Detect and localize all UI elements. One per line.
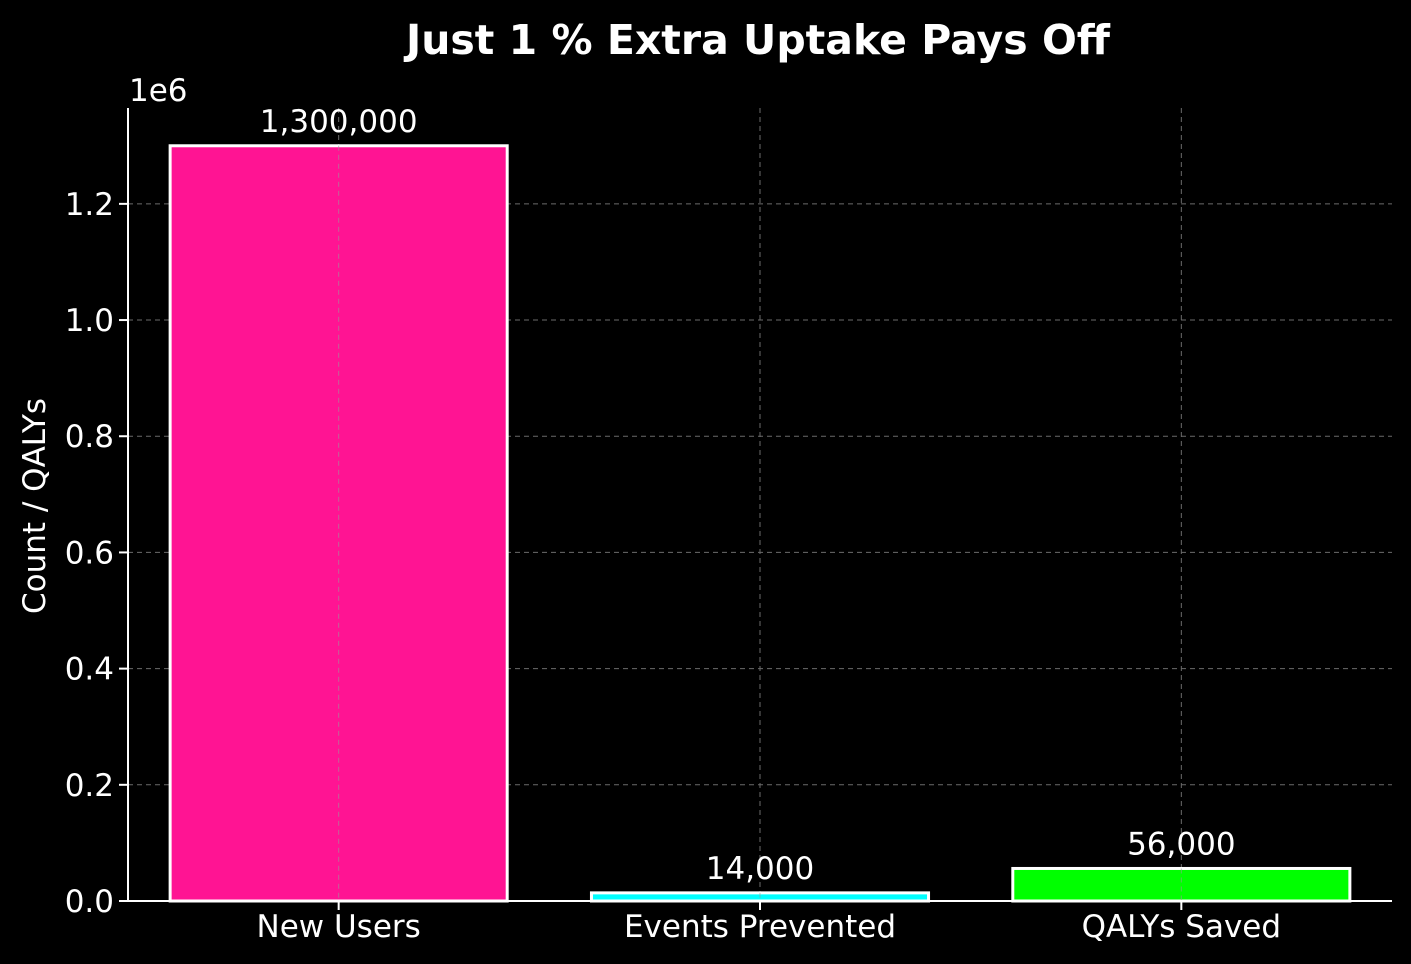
chart-title: Just 1 % Extra Uptake Pays Off [403, 16, 1111, 64]
value-labels: 1,300,000 14,000 56,000 [260, 104, 1236, 887]
y-offset-label: 1e6 [129, 73, 188, 109]
y-ticks: 0.0 0.2 0.4 0.6 0.8 1.0 1.2 [65, 187, 128, 920]
bar [168, 144, 509, 903]
bar-value-label: 56,000 [1127, 826, 1235, 862]
bar-value-label: 14,000 [706, 851, 814, 887]
x-tick-label: QALYs Saved [1082, 909, 1281, 945]
bar-value-label: 1,300,000 [260, 104, 418, 140]
x-tick-label: Events Prevented [624, 909, 896, 945]
y-tick-label: 0.4 [65, 652, 114, 688]
bars [168, 144, 1352, 903]
y-tick-label: 0.0 [65, 884, 114, 920]
y-axis-label: Count / QALYs [17, 398, 53, 614]
y-tick-label: 0.6 [65, 535, 114, 571]
x-tick-label: New Users [257, 909, 421, 945]
y-tick-label: 1.0 [65, 303, 114, 339]
y-tick-label: 0.2 [65, 768, 114, 804]
x-ticks: New Users Events Prevented QALYs Saved [257, 901, 1281, 945]
y-tick-label: 0.8 [65, 419, 114, 455]
y-tick-label: 1.2 [65, 187, 114, 223]
